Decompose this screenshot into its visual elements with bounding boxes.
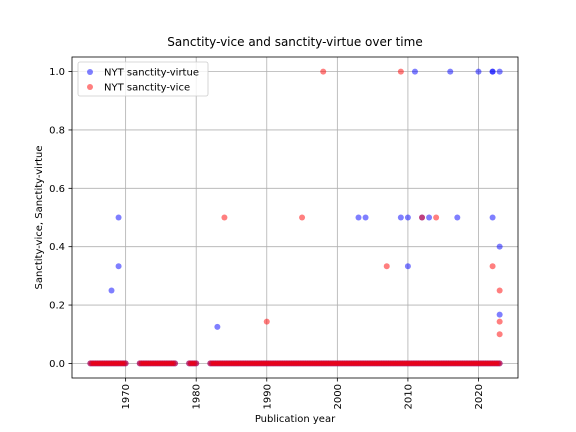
vice-point [172,360,179,367]
vice-point [221,214,228,221]
virtue-point [404,214,411,221]
vice-point [122,360,129,367]
virtue-point [355,214,362,221]
x-tick-label: 1970 [121,384,132,409]
virtue-point [496,311,503,318]
axis-ticks: 1970 1980 1990 2000 2010 2020 0.0 0.2 0.4 0.6 0.8 1… [49,67,485,409]
x-tick-label: 2000 [333,384,344,409]
x-tick-label: 1990 [262,384,273,409]
virtue-point [489,214,496,221]
virtue-point [397,214,404,221]
vice-point [433,214,440,221]
vice-point [496,318,503,325]
vice-point [496,360,503,367]
y-tick-label: 0.4 [49,242,65,253]
virtue-point [214,323,221,330]
vice-point [496,331,503,338]
virtue-point [108,287,115,294]
virtue-point [454,214,461,221]
vice-point [299,214,306,221]
y-axis-label: Sanctity-vice, Sanctity-virtue [34,146,45,290]
virtue-point [426,214,433,221]
vice-point [397,68,404,75]
virtue-point [411,68,418,75]
y-tick-label: 0.6 [49,184,65,195]
y-tick-label: 1.0 [49,67,65,78]
legend-label-vice: NYT sanctity-vice [104,83,190,94]
x-tick-label: 2020 [474,384,485,409]
virtue-point [496,243,503,250]
vice-point [263,318,270,325]
virtue-point [447,68,454,75]
vice-point [383,263,390,270]
chart-title: Sanctity-vice and sanctity-virtue over t… [167,35,422,49]
virtue-point [115,263,122,270]
vice-point [489,263,496,270]
scatter-points [87,68,503,367]
legend-marker-virtue [87,69,93,75]
legend: NYT sanctity-virtue NYT sanctity-vice [77,61,209,97]
vice-point [193,360,200,367]
grid-lines [72,57,518,378]
virtue-point [489,68,496,75]
y-tick-label: 0.2 [49,301,65,312]
virtue-point [362,214,369,221]
legend-marker-vice [87,84,93,90]
virtue-point [115,214,122,221]
x-tick-label: 2010 [403,384,414,409]
vice-point [496,287,503,294]
legend-label-virtue: NYT sanctity-virtue [104,68,199,79]
plot-frame [71,56,519,379]
vice-point [419,214,426,221]
y-tick-label: 0.8 [49,125,65,136]
virtue-point [404,263,411,270]
virtue-point [475,68,482,75]
vice-point [320,68,327,75]
x-axis-label: Publication year [255,414,336,425]
legend-box [77,61,209,97]
virtue-point [496,68,503,75]
x-tick-label: 1980 [192,384,203,409]
y-tick-label: 0.0 [49,359,65,370]
